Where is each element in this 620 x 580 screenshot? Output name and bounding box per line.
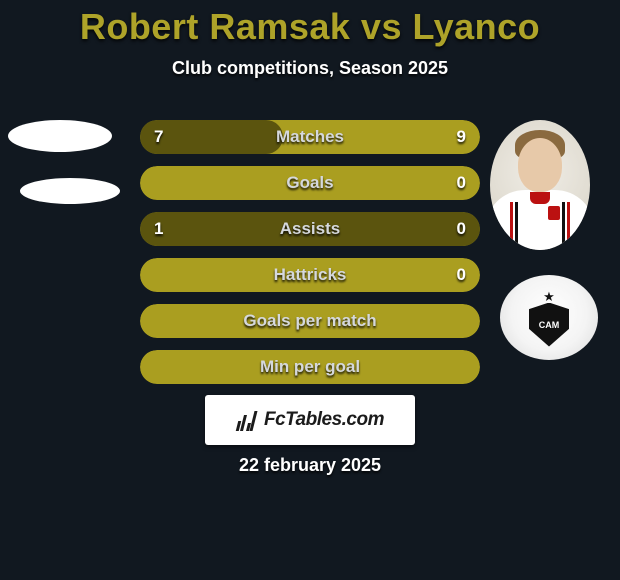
footer-date: 22 february 2025 <box>0 455 620 476</box>
subtitle: Club competitions, Season 2025 <box>0 58 620 79</box>
player-left-avatar-2 <box>20 178 120 204</box>
brand-badge: FcTables.com <box>205 395 415 445</box>
star-icon: ★ <box>543 289 555 305</box>
shield-icon: CAM <box>529 303 569 347</box>
brand-logo-icon <box>236 409 258 431</box>
stat-row: Hattricks0 <box>140 258 480 292</box>
stat-row: Goals0 <box>140 166 480 200</box>
stat-row: Matches79 <box>140 120 480 154</box>
club-badge-text: CAM <box>539 320 560 330</box>
comparison-chart: Matches79 Goals0 Assists10 Hattricks0 Goals … <box>140 120 480 396</box>
brand-text: FcTables.com <box>264 409 384 431</box>
player-right-avatar <box>490 120 590 250</box>
stat-row: Assists10 <box>140 212 480 246</box>
stat-row: Goals per match <box>140 304 480 338</box>
stat-row: Min per goal <box>140 350 480 384</box>
club-badge-right: ★ CAM <box>500 275 598 360</box>
player-left-avatar-1 <box>8 120 112 152</box>
page-title: Robert Ramsak vs Lyanco <box>0 0 620 48</box>
